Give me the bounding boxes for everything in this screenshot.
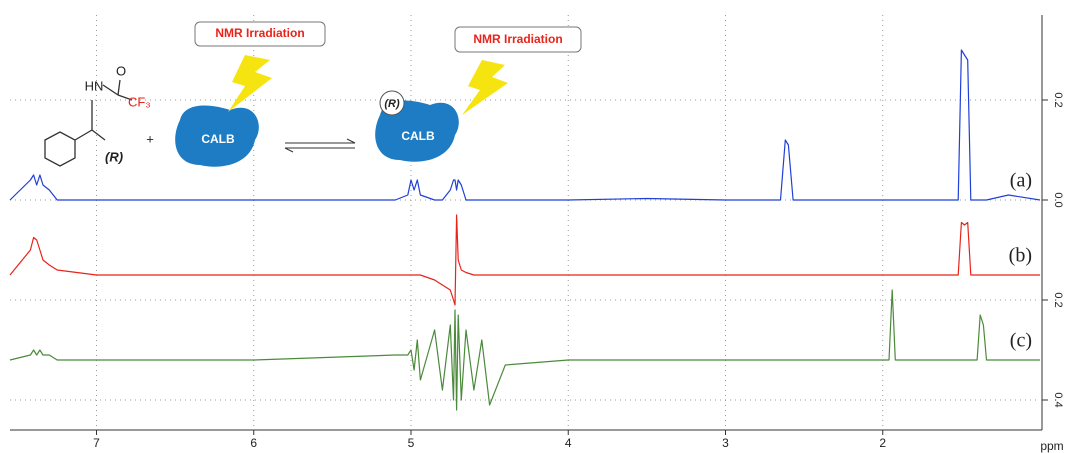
- atom-label: CF₃: [128, 94, 151, 109]
- lightning: [228, 55, 272, 112]
- bond: [102, 84, 119, 96]
- x-tick-label: 7: [93, 436, 100, 450]
- atom-label: O: [116, 63, 126, 78]
- y-tick-label: 0.2: [1052, 292, 1064, 307]
- irradiation-label: NMR Irradiation: [473, 32, 562, 46]
- enzyme-label: CALB: [201, 132, 235, 146]
- trace-label: (c): [1010, 330, 1032, 352]
- irradiation-box: [454, 26, 582, 53]
- y-tick-label: 0.0: [1052, 192, 1064, 207]
- bond: [117, 94, 133, 101]
- plot: 0.2 0.0 0.2 0.4 7 6 5 4 3 2 ppm (a) (b) (c): [9, 15, 1064, 453]
- config-label: (R): [105, 149, 123, 164]
- x-tick-label: 4: [565, 436, 572, 450]
- x-tick-label: 5: [408, 436, 415, 450]
- bond: [117, 79, 121, 96]
- spectrum-line: [9, 49, 1041, 201]
- x-tick-label: 2: [879, 436, 886, 450]
- lightning: [462, 60, 508, 115]
- x-tick-label: 3: [722, 436, 729, 450]
- substrate-circle: [379, 90, 405, 116]
- trace-label: (a): [1010, 170, 1032, 192]
- arrow: [346, 138, 356, 144]
- enzyme-label: CALB: [401, 129, 435, 143]
- bond: [74, 129, 106, 141]
- x-tick-label: 6: [250, 436, 257, 450]
- irradiation-box: [194, 21, 326, 47]
- spectrum-line: [9, 214, 1040, 306]
- benzene-ring: [44, 131, 76, 167]
- plus: +: [146, 131, 154, 146]
- y-tick-label: 0.4: [1052, 392, 1064, 407]
- enzyme-shape: [375, 100, 459, 162]
- enzyme-shape: [175, 105, 259, 167]
- trace-label: (b): [1009, 245, 1032, 267]
- atom-label: HN: [85, 78, 104, 93]
- config-label: (R): [384, 98, 400, 110]
- spectrum-line: [9, 289, 1040, 411]
- arrow: [284, 147, 294, 153]
- x-axis-label: ppm: [1040, 439, 1063, 453]
- reaction-scheme: HN O CF₃ (R) + CALB NMR Irradiation (R) …: [44, 21, 582, 167]
- y-tick-label: 0.2: [1052, 92, 1064, 107]
- irradiation-label: NMR Irradiation: [215, 26, 304, 40]
